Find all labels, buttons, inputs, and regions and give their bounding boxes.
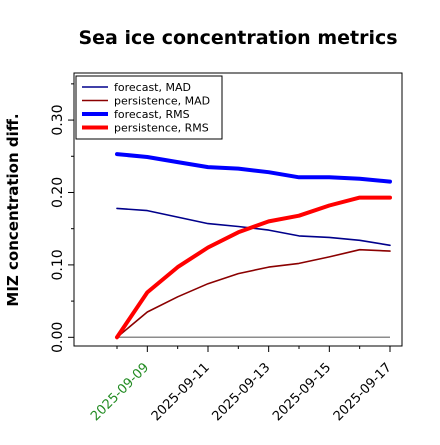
legend-label: forecast, MAD <box>114 81 191 94</box>
x-tick-label: 2025-09-11 <box>149 360 213 424</box>
legend-label: persistence, RMS <box>114 122 209 135</box>
series-line-4 <box>115 195 392 340</box>
chart-title: Sea ice concentration metrics <box>78 27 397 49</box>
y-tick-label: 0.10 <box>50 249 66 280</box>
legend-label: persistence, MAD <box>114 95 210 108</box>
y-tick-label: 0.00 <box>50 322 66 353</box>
x-tick-label: 2025-09-13 <box>209 360 273 424</box>
x-tick-label: 2025-09-09 <box>88 360 152 424</box>
series-line-3 <box>115 152 392 184</box>
x-tick-label: 2025-09-15 <box>270 360 334 424</box>
legend-label: forecast, RMS <box>114 108 190 121</box>
series-line-2 <box>116 248 391 339</box>
y-axis-label: MIZ concentration diff. <box>4 113 22 306</box>
y-tick-label: 0.30 <box>50 104 66 135</box>
y-tick-label: 0.20 <box>50 177 66 208</box>
x-tick-label: 2025-09-17 <box>331 360 395 424</box>
